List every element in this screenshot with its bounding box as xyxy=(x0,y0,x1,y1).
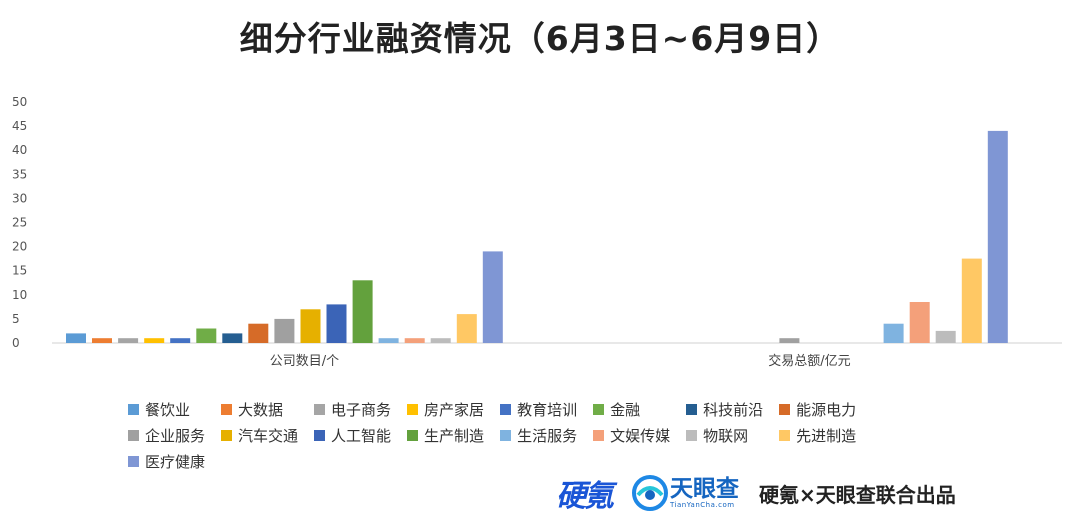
legend-swatch xyxy=(500,404,512,415)
y-tick-label: 40 xyxy=(12,143,27,157)
legend-item: 文娱传媒 xyxy=(593,425,670,446)
bar xyxy=(779,338,800,343)
x-category-label: 公司数目/个 xyxy=(270,354,339,369)
legend-swatch xyxy=(686,430,698,441)
legend-swatch xyxy=(314,430,326,441)
legend-swatch xyxy=(407,430,419,441)
bar xyxy=(170,338,191,343)
bar xyxy=(248,323,269,343)
legend-item: 大数据 xyxy=(221,399,298,420)
legend-swatch xyxy=(593,404,605,415)
legend-label: 物联网 xyxy=(703,427,749,445)
bar xyxy=(378,338,399,343)
bar xyxy=(222,333,243,343)
legend-swatch xyxy=(686,404,698,415)
legend-swatch xyxy=(779,430,791,441)
legend-label: 生产制造 xyxy=(424,427,485,445)
yingke-logo: 硬氪 xyxy=(556,479,614,514)
bar xyxy=(482,251,503,343)
legend-swatch xyxy=(128,430,139,441)
legend-swatch xyxy=(221,404,233,415)
bar xyxy=(883,323,904,343)
legend-item: 医疗健康 xyxy=(128,451,205,472)
legend-item: 电子商务 xyxy=(314,399,391,420)
legend-label: 汽车交通 xyxy=(238,427,299,445)
tianyancha-logo-url: TianYanCha.com xyxy=(670,500,735,509)
bar xyxy=(274,318,295,343)
tianyancha-logo: 天眼查 TianYanCha.com xyxy=(632,475,739,511)
bar xyxy=(66,333,86,343)
tianyancha-eye-icon xyxy=(632,475,668,511)
y-tick-label: 45 xyxy=(12,119,27,133)
legend-item: 企业服务 xyxy=(128,425,205,446)
y-tick-label: 20 xyxy=(12,240,27,254)
bar xyxy=(909,302,930,343)
legend-item: 餐饮业 xyxy=(128,399,205,420)
legend-label: 大数据 xyxy=(238,401,284,419)
y-tick-label: 15 xyxy=(12,264,27,278)
bar xyxy=(987,130,1008,343)
bar-chart: 0 5 10 15 20 25 30 35 40 45 50 公司数目/个 交易总额/亿元 xyxy=(12,95,1062,369)
tianyancha-logo-text: 天眼查 xyxy=(670,475,739,502)
legend-item: 房产家居 xyxy=(407,399,484,420)
legend-item: 教育培训 xyxy=(500,399,577,420)
bar xyxy=(326,304,347,343)
legend-label: 文娱传媒 xyxy=(610,427,671,445)
y-tick-label: 30 xyxy=(12,191,27,205)
bar xyxy=(118,338,139,343)
legend-swatch xyxy=(221,430,233,441)
bar xyxy=(456,314,477,343)
y-tick-label: 10 xyxy=(12,288,27,302)
y-tick-label: 35 xyxy=(12,167,27,181)
legend-label: 企业服务 xyxy=(145,427,206,445)
legend-item: 生产制造 xyxy=(407,425,484,446)
legend-swatch xyxy=(128,456,139,467)
chart-title: 细分行业融资情况（6月3日~6月9日） xyxy=(239,19,841,58)
legend-label: 人工智能 xyxy=(331,427,392,445)
bar xyxy=(352,280,373,343)
legend-item: 先进制造 xyxy=(779,425,856,446)
x-category-label: 交易总额/亿元 xyxy=(768,353,850,369)
legend-swatch xyxy=(593,430,605,441)
bar xyxy=(92,338,112,343)
bar xyxy=(961,258,982,343)
legend-label: 生活服务 xyxy=(517,427,578,445)
legend-item: 物联网 xyxy=(686,425,763,446)
legend-item: 生活服务 xyxy=(500,425,577,446)
legend-label: 科技前沿 xyxy=(703,401,764,419)
y-tick-label: 25 xyxy=(12,216,27,230)
credit-text: 硬氪×天眼查联合出品 xyxy=(759,482,956,507)
legend-item: 人工智能 xyxy=(314,425,391,446)
legend-swatch xyxy=(779,404,791,415)
bar xyxy=(196,328,217,343)
bar xyxy=(430,338,451,343)
bar xyxy=(935,330,956,343)
y-tick-label: 5 xyxy=(12,312,20,326)
legend-item: 汽车交通 xyxy=(221,425,298,446)
legend-label: 金融 xyxy=(610,401,641,419)
legend-label: 医疗健康 xyxy=(145,453,206,471)
legend-swatch xyxy=(500,430,512,441)
footer: 硬氪 天眼查 TianYanCha.com 硬氪×天眼查联合出品 xyxy=(556,472,956,514)
y-tick-label: 50 xyxy=(12,95,27,109)
legend-item: 能源电力 xyxy=(779,399,856,420)
legend-swatch xyxy=(407,404,419,415)
legend-label: 电子商务 xyxy=(331,401,392,419)
y-tick-label: 0 xyxy=(12,336,20,350)
bar xyxy=(144,338,165,343)
legend-label: 餐饮业 xyxy=(145,401,191,419)
legend-label: 房产家居 xyxy=(424,401,485,419)
legend-swatch xyxy=(314,404,326,415)
chart-legend: 餐饮业 大数据 电子商务 房产家居 教育培训 金融 科技前沿 能源电力企业服务 汽车交通 人工智能… xyxy=(128,399,1008,472)
legend-item: 金融 xyxy=(593,399,670,420)
legend-label: 教育培训 xyxy=(517,401,578,419)
legend-label: 能源电力 xyxy=(796,401,857,419)
bar xyxy=(300,309,321,343)
legend-item: 科技前沿 xyxy=(686,399,763,420)
legend-label: 先进制造 xyxy=(796,427,857,445)
bar xyxy=(404,338,425,343)
legend-swatch xyxy=(128,404,139,415)
